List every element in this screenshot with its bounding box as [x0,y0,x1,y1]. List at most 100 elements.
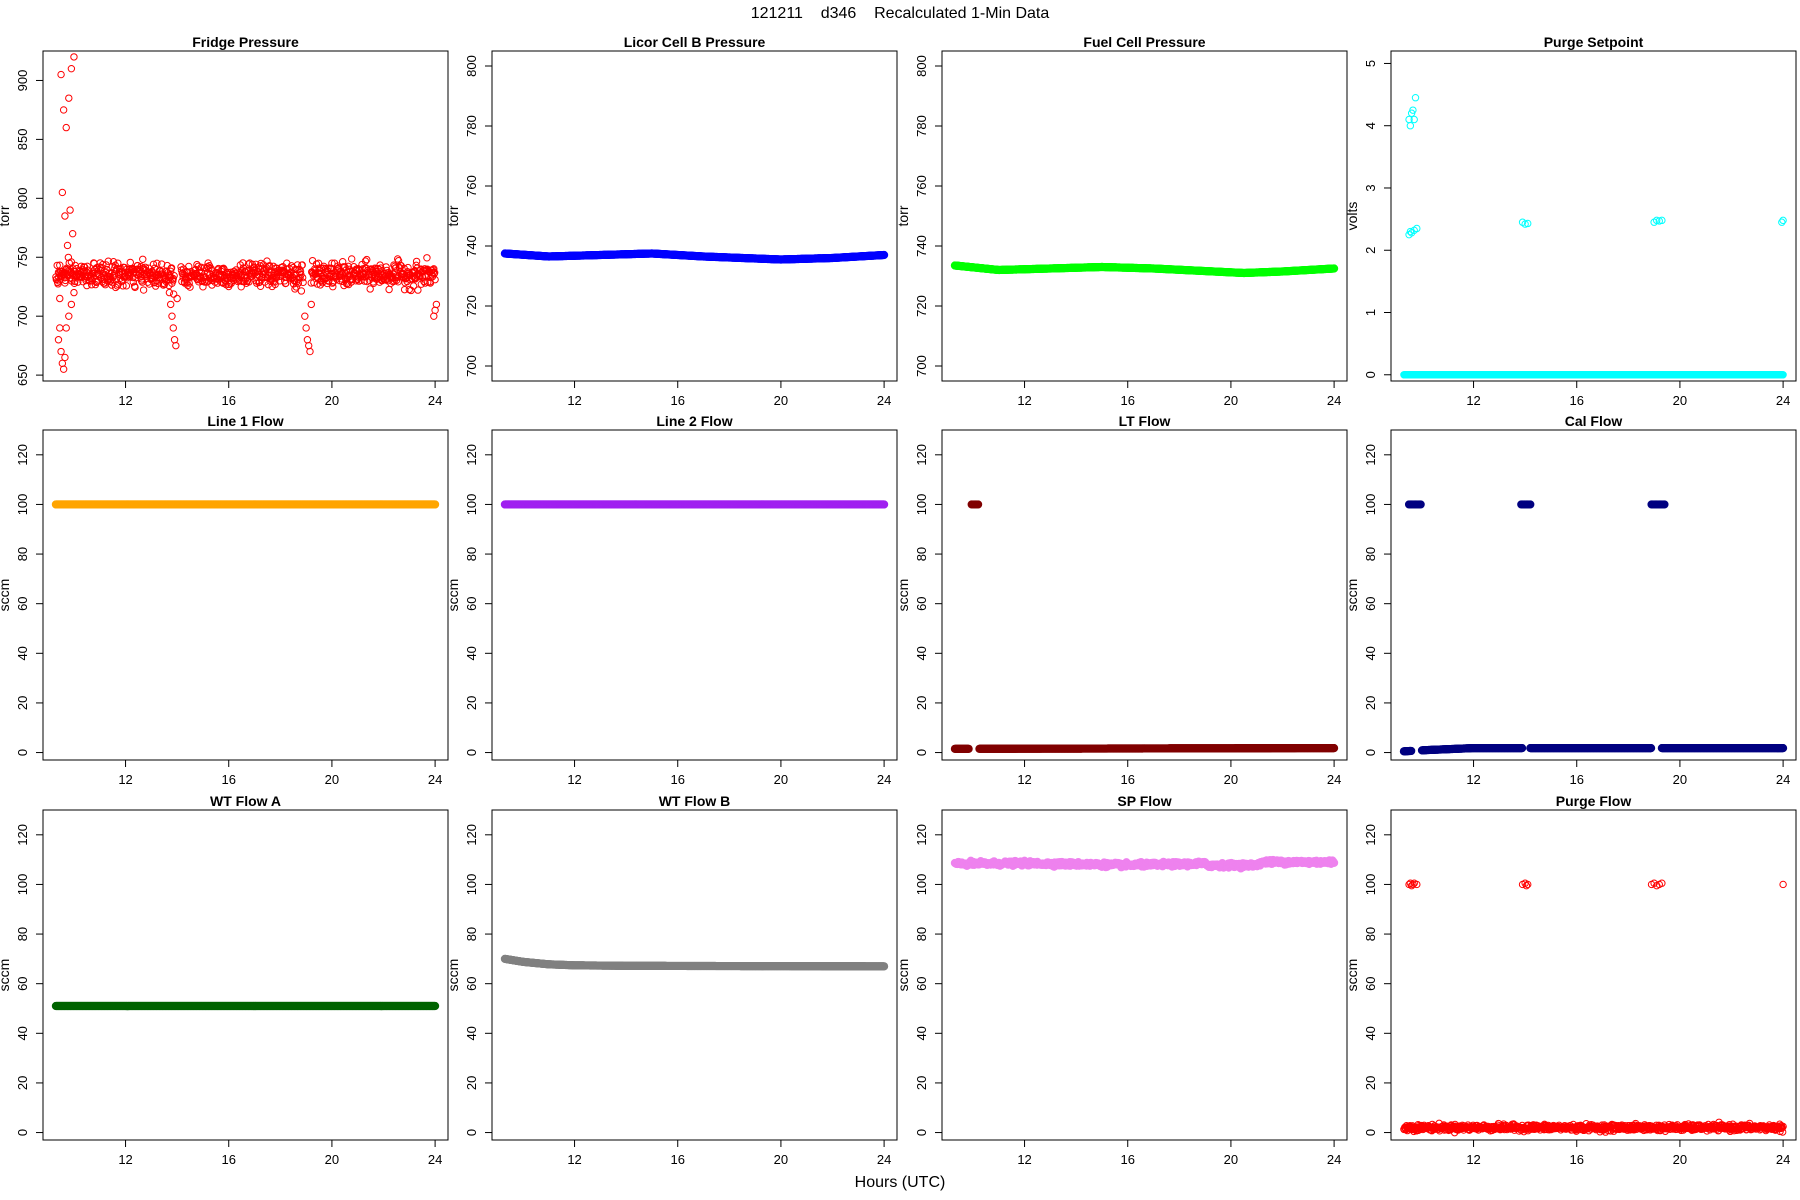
data-points [500,500,889,509]
plot-frame [491,50,898,382]
data-point [298,261,306,269]
x-tick-label: 12 [118,393,132,408]
data-point [87,281,96,289]
x-tick-label: 16 [221,393,235,408]
y-tick-label: 5 [1363,60,1378,67]
figure-xlabel: Hours (UTC) [855,1174,946,1191]
y-axis-label: torr [0,205,12,226]
data-point [328,259,336,267]
data-point [431,306,439,314]
y-tick-label: 760 [464,175,479,197]
data-point [354,265,362,273]
data-point [1330,264,1339,273]
x-tick-label: 12 [1017,393,1031,408]
data-points [500,249,889,264]
data-point [54,336,63,344]
y-tick-label: 40 [15,646,30,660]
data-point [68,229,77,238]
x-tick-label: 16 [221,772,235,787]
data-point [385,285,393,294]
data-point [430,265,438,273]
data-point [167,264,176,272]
data-point [56,294,64,303]
data-point [58,188,67,197]
data-point [431,500,440,509]
y-axis-label: volts [1344,202,1360,231]
data-point [307,300,315,309]
y-tick-label: 4 [1363,122,1378,129]
data-point [265,261,274,270]
data-point [59,106,68,114]
data-point [53,261,61,270]
y-tick-label: 700 [15,305,30,327]
x-tick-label: 20 [774,393,788,408]
y-tick-label: 780 [914,115,929,137]
data-point [62,324,70,332]
data-point [213,279,222,287]
data-point [306,347,314,356]
data-point [149,260,158,268]
y-tick-label: 120 [15,444,30,466]
panel-title: Purge Setpoint [1544,34,1644,50]
data-point [302,324,310,332]
y-axis-label: torr [895,205,911,226]
data-point [292,283,300,291]
data-point [129,278,137,286]
y-tick-label: 760 [914,175,929,197]
data-point [363,266,372,275]
data-point [431,275,439,284]
x-tick-label: 16 [670,393,684,408]
data-point [392,264,400,272]
y-axis-label: torr [445,205,461,226]
data-point [1410,115,1418,124]
data-point [168,312,176,320]
data-point [1409,106,1417,114]
data-point [352,277,360,285]
x-tick-label: 12 [567,393,581,408]
data-point [57,347,65,356]
y-tick-label: 100 [15,494,30,516]
data-point [138,275,146,283]
data-point [203,262,212,271]
data-points [51,500,440,509]
data-point [54,273,63,281]
panel-title: Fridge Pressure [192,34,299,50]
data-point [83,262,91,271]
data-point [65,312,73,320]
data-point [153,259,161,268]
data-point [1778,218,1786,226]
data-point [343,279,352,288]
y-axis-label: sccm [0,579,12,612]
data-point [412,257,421,266]
data-point [67,258,76,266]
data-point [361,257,370,265]
data-point [1406,122,1415,130]
data-point [172,341,180,350]
y-tick-label: 720 [464,295,479,317]
data-point [1524,219,1532,228]
data-point [170,272,178,280]
y-tick-label: 720 [914,295,929,317]
x-tick-label: 20 [325,772,339,787]
data-point [404,263,412,272]
x-tick-label: 16 [1120,393,1134,408]
data-point [119,282,127,290]
data-point [61,279,69,287]
data-point [169,324,177,332]
data-point [70,288,78,297]
data-point [56,324,64,332]
data-point [122,282,131,290]
data-point [62,123,70,132]
data-point [1779,371,1787,379]
x-tick-label: 20 [1673,393,1687,408]
data-point [139,286,148,294]
data-point [360,277,369,285]
data-point [67,64,76,73]
y-tick-label: 740 [914,235,929,257]
y-tick-label: 650 [15,364,30,386]
data-point [66,206,74,214]
